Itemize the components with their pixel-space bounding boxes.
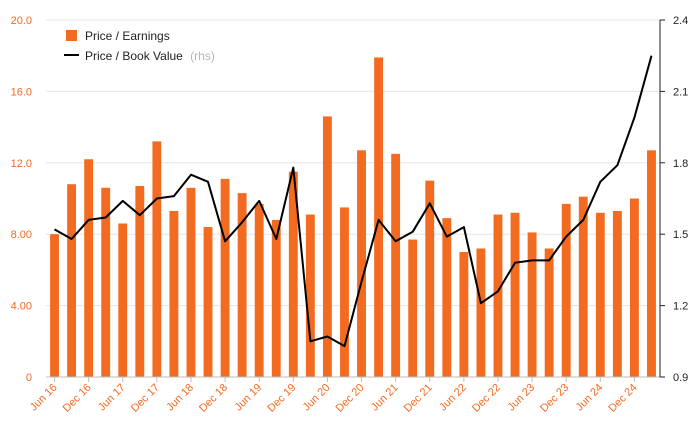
bar (203, 227, 213, 377)
right-tick-label: 1.2 (673, 301, 688, 313)
legend-swatch-price-earnings (66, 30, 77, 41)
bar (476, 248, 486, 377)
x-tick-label: Jun 19 (232, 382, 264, 414)
legend: Price / Earnings Price / Book Value (rhs… (64, 29, 215, 63)
price-book-value-line (54, 55, 653, 348)
bar (647, 150, 656, 377)
x-tick-label: Dec 22 (470, 382, 503, 415)
bar (442, 218, 452, 377)
bar (305, 214, 315, 377)
left-tick-label: 4.00 (11, 301, 32, 313)
bar (101, 187, 111, 377)
right-tick-label: 2.1 (673, 86, 688, 98)
x-tick-label: Dec 23 (538, 382, 571, 415)
bar (237, 193, 247, 377)
x-tick-label: Jun 17 (96, 382, 128, 414)
x-tick-label: Jun 23 (505, 382, 537, 414)
bar (391, 153, 401, 377)
bar (135, 186, 145, 377)
bar (578, 196, 588, 377)
x-tick-label: Dec 17 (129, 382, 162, 415)
bar (152, 141, 162, 377)
bar (510, 212, 520, 377)
right-tick-label: 2.4 (673, 15, 688, 27)
left-tick-label: 12.0 (11, 158, 32, 170)
bar (186, 187, 196, 377)
legend-label-price-book-value: Price / Book Value (rhs) (85, 49, 215, 63)
left-tick-label: 20.0 (11, 15, 32, 27)
bar (340, 207, 349, 377)
bar (50, 234, 59, 377)
bar (288, 171, 298, 377)
bar (374, 57, 384, 378)
left-tick-label: 16.0 (11, 86, 32, 98)
bar (118, 223, 128, 377)
right-tick-label: 1.5 (673, 229, 688, 241)
x-tick-label: Dec 19 (265, 382, 298, 415)
x-tick-label: Jun 21 (369, 382, 401, 414)
x-tick-label: Dec 20 (334, 382, 367, 415)
right-tick-label: 0.9 (673, 372, 688, 384)
legend-label-price-book-value-main: Price / Book Value (85, 49, 183, 63)
bar (220, 178, 230, 377)
bar (493, 214, 503, 377)
x-tick-label: Jun 24 (574, 382, 606, 414)
bar (544, 248, 554, 377)
x-tick-label: Dec 18 (197, 382, 230, 415)
x-tick-label: Dec 21 (402, 382, 435, 415)
line-series-price-book-value (54, 55, 653, 348)
x-tick-label: Jun 22 (437, 382, 469, 414)
legend-label-rhs-suffix: (rhs) (190, 49, 215, 63)
bar (169, 210, 179, 377)
bar (357, 150, 366, 377)
x-tick-label: Jun 16 (28, 382, 60, 414)
bar (561, 203, 571, 377)
bar (322, 116, 332, 377)
x-tick-label: Jun 20 (301, 382, 333, 414)
bar (629, 198, 639, 377)
bar (595, 212, 605, 377)
bar (459, 252, 469, 377)
bar (425, 180, 435, 377)
x-tick-label: Jun 18 (164, 382, 196, 414)
x-tick-label: Dec 24 (606, 382, 639, 415)
left-tick-label: 8.00 (11, 229, 32, 241)
bar (84, 159, 94, 377)
bar-series-price-earnings (50, 57, 656, 378)
bar (612, 210, 622, 377)
bar (271, 219, 281, 377)
bar (527, 232, 537, 377)
x-tick-label: Dec 16 (61, 382, 94, 415)
legend-label-price-earnings: Price / Earnings (85, 29, 170, 43)
bar (408, 239, 418, 377)
left-tick-label: 0 (26, 372, 32, 384)
bar (254, 203, 264, 377)
right-tick-label: 1.8 (673, 158, 688, 170)
bar (67, 184, 77, 377)
